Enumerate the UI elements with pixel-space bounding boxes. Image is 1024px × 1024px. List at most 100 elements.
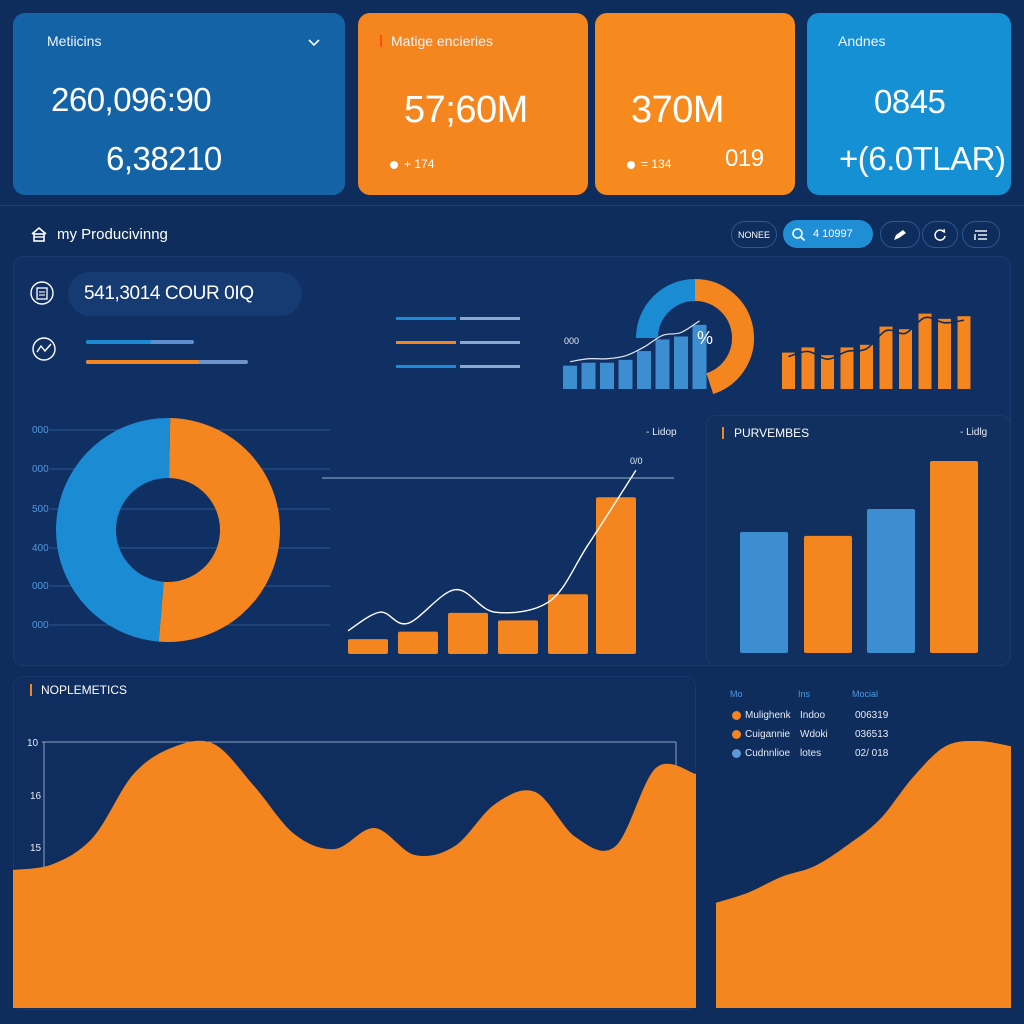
accent-mark bbox=[722, 427, 724, 439]
gauge-fill bbox=[694, 279, 754, 395]
bar bbox=[448, 612, 488, 654]
donut-slice-orange bbox=[158, 418, 281, 642]
bar-line-chart bbox=[347, 469, 637, 654]
area-fill bbox=[13, 740, 696, 1008]
summary-value: 541,3014 COUR 0IQ bbox=[84, 283, 254, 304]
trend-line bbox=[347, 469, 637, 632]
trend-line bbox=[788, 316, 965, 361]
chart-legend: - Lidlg bbox=[960, 427, 988, 438]
bar bbox=[801, 347, 815, 389]
bar bbox=[804, 535, 852, 653]
legend-col2: lotes bbox=[800, 748, 822, 759]
legend-dot bbox=[732, 730, 741, 739]
legend-lines bbox=[396, 317, 520, 371]
accent-mark bbox=[380, 35, 382, 47]
kpi-value-secondary: +(6.0TLAR) bbox=[839, 140, 1006, 177]
legend-value: 006319 bbox=[855, 710, 889, 721]
bar bbox=[637, 351, 651, 389]
progress-orange bbox=[86, 360, 248, 364]
chevron-down-icon[interactable] bbox=[308, 39, 320, 47]
kpi-value: 370M bbox=[631, 89, 725, 131]
kpi-value-primary: 0845 bbox=[874, 83, 946, 120]
filter-chip-label: NONEE bbox=[737, 229, 770, 240]
kpi-title: Andnes bbox=[838, 33, 886, 49]
legend-name: Mulighenk bbox=[745, 710, 791, 721]
kpi-card-metrics[interactable]: Metiicins 260,096:90 6,38210 bbox=[13, 13, 345, 195]
donut-slice-blue bbox=[56, 418, 171, 642]
dot-icon bbox=[627, 160, 635, 169]
progress-blue bbox=[86, 340, 194, 344]
reference-line bbox=[322, 477, 674, 479]
donut-chart bbox=[56, 418, 281, 642]
edit-button[interactable] bbox=[880, 221, 920, 248]
legend-value: 036513 bbox=[855, 729, 889, 740]
kpi-extra: 019 bbox=[725, 145, 764, 172]
mini-bar-chart-orange bbox=[782, 313, 971, 389]
home-icon[interactable] bbox=[30, 226, 48, 242]
legend-col2: Indoo bbox=[800, 710, 826, 721]
gauge-label: % bbox=[697, 328, 714, 348]
area-fill bbox=[716, 741, 1011, 1008]
refresh-button[interactable] bbox=[922, 221, 958, 248]
kpi-card-andnes[interactable]: Andnes 0845 +(6.0TLAR) bbox=[807, 13, 1011, 195]
area-chart bbox=[13, 740, 696, 1008]
bar bbox=[548, 594, 588, 654]
legend-value: 02/ 018 bbox=[855, 748, 889, 759]
bar bbox=[581, 362, 596, 389]
kpi-value: 57;60M bbox=[404, 89, 528, 131]
dot-icon bbox=[390, 160, 398, 169]
tick-label: 15 bbox=[30, 843, 42, 854]
bar bbox=[899, 329, 912, 389]
bar bbox=[498, 620, 538, 654]
search-icon bbox=[792, 227, 806, 241]
chart-legend: - Lidop bbox=[646, 427, 677, 438]
page-title: my Producivinng bbox=[57, 226, 168, 243]
kpi-card-managed[interactable]: Matige encieries 57;60M + 174 bbox=[358, 13, 588, 195]
header-cell: Mo bbox=[730, 689, 743, 699]
bar bbox=[918, 313, 932, 389]
legend-name: Cudnnlioe bbox=[745, 748, 791, 759]
bar bbox=[618, 359, 633, 389]
bar bbox=[596, 497, 636, 654]
toolbar: my Producivinng NONEE 4 10997 bbox=[0, 205, 1024, 254]
header-cell: Ins bbox=[798, 689, 811, 699]
kpi-title: Metiicins bbox=[47, 33, 102, 49]
tick-label: 000 bbox=[32, 425, 49, 436]
bar bbox=[674, 336, 688, 389]
kpi-card-orange[interactable]: 370M = 134 019 bbox=[595, 13, 795, 195]
tick-label: 000 bbox=[32, 464, 49, 475]
bar bbox=[957, 316, 971, 389]
bar bbox=[563, 365, 577, 389]
kpi-value-secondary: 6,38210 bbox=[106, 140, 222, 177]
bar bbox=[867, 509, 915, 653]
filter-chip[interactable]: NONEE bbox=[731, 221, 777, 248]
search-chip[interactable]: 4 10997 bbox=[783, 220, 873, 248]
kpi-value-primary: 260,096:90 bbox=[51, 81, 212, 118]
legend-col2: Wdoki bbox=[800, 729, 828, 740]
bar bbox=[938, 318, 951, 389]
gauge-icon[interactable] bbox=[32, 337, 56, 361]
bar bbox=[821, 355, 834, 389]
bar bbox=[879, 326, 893, 389]
bar bbox=[860, 344, 873, 389]
list-button[interactable] bbox=[962, 221, 1000, 248]
tick-label: 000 bbox=[32, 620, 49, 631]
legend-dot bbox=[732, 711, 741, 720]
bar bbox=[930, 461, 978, 653]
panel-title: PURVEMBES bbox=[734, 426, 810, 440]
refresh-icon bbox=[934, 228, 946, 241]
tick-label: 16 bbox=[30, 791, 42, 802]
chart-top-label: 0/0 bbox=[630, 456, 643, 466]
summary-pill[interactable]: 541,3014 COUR 0IQ bbox=[68, 272, 302, 316]
bar bbox=[655, 339, 670, 389]
kpi-delta: = 134 bbox=[627, 157, 671, 171]
kpi-delta: + 174 bbox=[390, 157, 434, 171]
search-value: 4 10997 bbox=[813, 228, 853, 240]
tick-label: 000 bbox=[32, 581, 49, 592]
accent-mark bbox=[30, 684, 32, 696]
tick-label: 10 bbox=[27, 738, 39, 749]
clipboard-icon[interactable] bbox=[30, 281, 54, 305]
panel-title: NOPLEMETICS bbox=[41, 683, 128, 697]
bar bbox=[692, 324, 707, 389]
mini-chart-label: 000 bbox=[564, 336, 580, 346]
